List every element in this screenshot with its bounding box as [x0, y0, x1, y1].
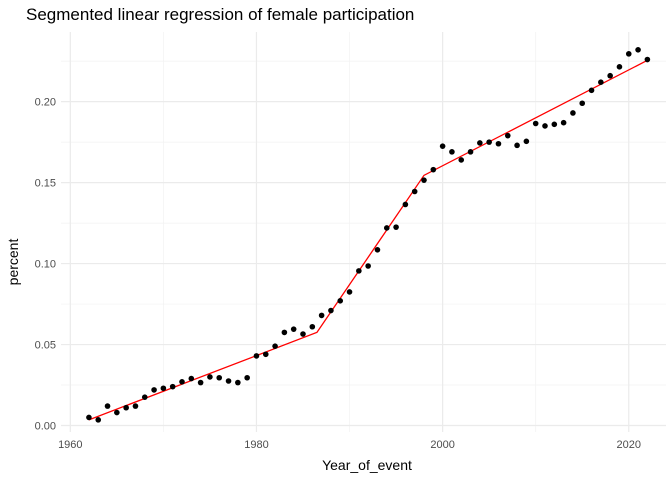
data-point — [86, 414, 92, 421]
data-point — [253, 353, 260, 359]
data-point — [346, 289, 353, 295]
data-point — [421, 177, 427, 183]
data-point — [523, 138, 530, 145]
y-tick-label: 0.10 — [35, 259, 56, 271]
x-tick-label: 1980 — [244, 439, 268, 451]
data-point — [123, 404, 129, 411]
data-point — [402, 201, 409, 208]
data-point — [179, 379, 185, 385]
data-point — [188, 375, 195, 382]
data-point — [197, 379, 204, 386]
y-tick-label: 0.05 — [35, 340, 56, 352]
x-tick-labels: 1960 1980 2000 2020 — [58, 439, 641, 451]
x-tick-label: 2020 — [617, 439, 641, 451]
data-point — [365, 263, 371, 269]
data-point — [551, 121, 558, 128]
data-point — [514, 142, 520, 149]
data-point — [393, 224, 399, 230]
data-point — [532, 120, 539, 127]
data-point — [570, 110, 576, 116]
data-point — [244, 374, 250, 381]
data-point — [598, 79, 604, 85]
data-point — [169, 383, 176, 390]
data-point — [216, 374, 223, 381]
y-tick-label: 0.00 — [35, 421, 56, 433]
data-point — [104, 403, 111, 409]
data-point — [486, 139, 492, 145]
data-point — [560, 119, 567, 126]
y-tick-labels: 0.00 0.05 0.10 0.15 0.20 — [35, 97, 56, 433]
data-point — [635, 47, 641, 53]
data-point — [151, 387, 157, 393]
data-point — [309, 323, 316, 330]
data-point — [458, 157, 465, 163]
data-point — [318, 312, 325, 319]
data-point — [207, 374, 213, 380]
data-point — [225, 378, 232, 384]
data-point — [430, 166, 437, 173]
data-point — [235, 379, 241, 386]
data-point — [132, 403, 139, 409]
data-point — [439, 143, 446, 149]
data-point — [467, 149, 474, 155]
data-point — [262, 351, 269, 358]
x-tick-label: 2000 — [430, 439, 454, 451]
chart-title: Segmented linear regression of female pa… — [26, 5, 414, 24]
data-point — [607, 72, 613, 79]
data-point — [114, 409, 120, 416]
grid-minor — [61, 32, 666, 432]
data-point — [160, 385, 167, 392]
points-group — [86, 47, 651, 423]
y-axis-title: percent — [5, 239, 21, 286]
data-point — [328, 307, 334, 314]
data-point — [625, 51, 632, 57]
data-point — [290, 326, 297, 332]
data-point — [356, 268, 362, 274]
data-point — [383, 225, 390, 231]
data-point — [411, 188, 418, 195]
data-point — [495, 140, 502, 147]
data-point — [504, 132, 511, 139]
y-tick-label: 0.20 — [35, 97, 56, 109]
fit-line-group — [88, 59, 648, 421]
data-point — [477, 140, 483, 146]
grid-major — [61, 32, 666, 432]
y-tick-label: 0.15 — [35, 178, 56, 190]
data-point — [616, 64, 623, 70]
regression-fit-line — [88, 59, 648, 421]
data-point — [300, 331, 306, 337]
data-point — [449, 149, 455, 155]
data-point — [579, 100, 586, 107]
data-point — [644, 56, 651, 63]
data-point — [374, 247, 381, 253]
x-tick-label: 1960 — [58, 439, 82, 451]
data-point — [272, 343, 278, 349]
data-point — [337, 298, 344, 304]
data-point — [281, 329, 288, 336]
x-axis-title: Year_of_event — [322, 457, 412, 473]
data-point — [542, 123, 548, 129]
data-point — [95, 417, 102, 423]
data-point — [141, 394, 148, 400]
data-point — [588, 87, 595, 94]
